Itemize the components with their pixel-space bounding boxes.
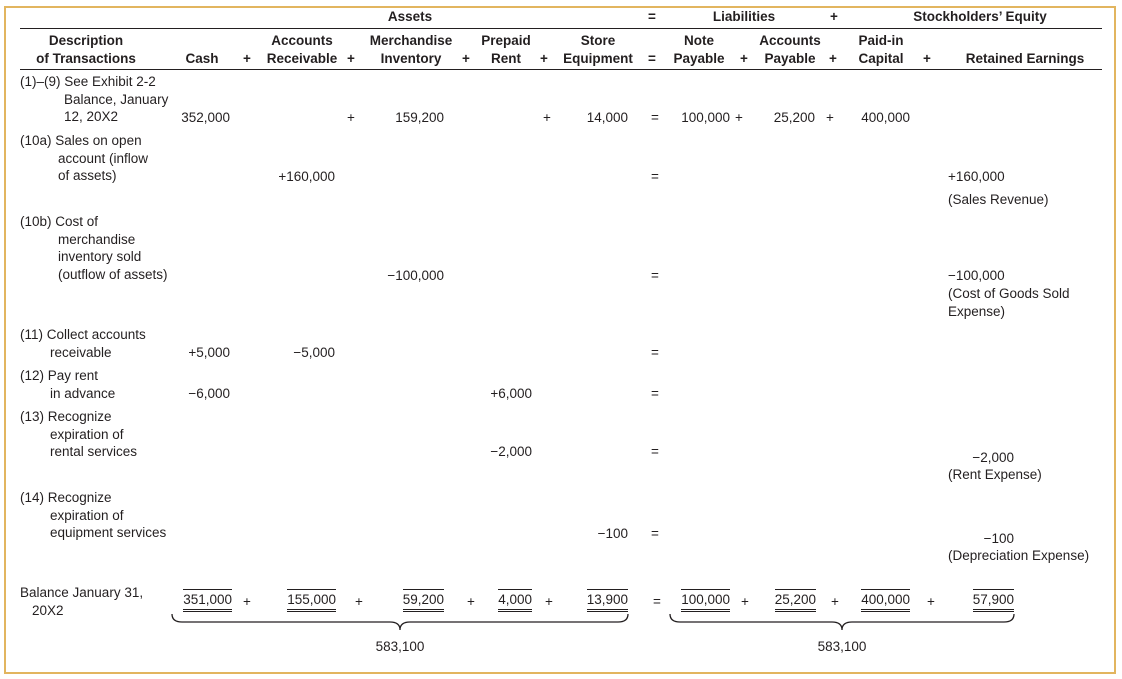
col-description-header: Description of Transactions <box>36 33 136 66</box>
col-inventory-header: Merchandise Inventory <box>369 33 453 66</box>
sign-equals: = <box>651 169 659 184</box>
row-description: (13) Recognize expiration of rental serv… <box>20 409 138 459</box>
cell-retained-earnings: −100 <box>983 531 1014 546</box>
balance-retained-earnings: 57,900 <box>952 589 1014 612</box>
sign-plus: + <box>243 594 251 609</box>
cell-accounts-receivable: −5,000 <box>293 345 335 360</box>
balance-inventory: 59,200 <box>394 589 444 612</box>
equation-equals-top: = <box>648 9 656 24</box>
col-plus: + <box>347 51 355 66</box>
exhibit-frame <box>4 6 1116 674</box>
balance-paid-in-capital: 400,000 <box>850 589 910 612</box>
sign-plus: + <box>735 110 743 125</box>
col-equals: = <box>648 51 656 66</box>
sign-equals: = <box>651 526 659 541</box>
sign-plus: + <box>741 594 749 609</box>
col-ar-header: Accounts Receivable <box>266 33 338 66</box>
balance-description: Balance January 31, 20X2 <box>20 585 144 618</box>
col-plus: + <box>243 51 251 66</box>
col-paid-in-capital-header: Paid-in Capital <box>858 33 904 66</box>
sign-plus: + <box>831 594 839 609</box>
sign-plus: + <box>355 594 363 609</box>
cell-note-payable: 100,000 <box>681 110 730 125</box>
assets-total: 583,100 <box>375 639 425 654</box>
cell-cash: 352,000 <box>181 110 230 125</box>
sign-equals: = <box>651 110 659 125</box>
row-description: (10b) Cost of merchandise inventory sold… <box>20 214 168 282</box>
col-plus: + <box>923 51 931 66</box>
cell-paid-in-capital: 400,000 <box>861 110 910 125</box>
col-store-equipment-header: Store Equipment <box>563 33 633 66</box>
row-description: (11) Collect accounts receivable <box>20 327 146 360</box>
balance-store-equipment: 13,900 <box>576 589 628 612</box>
re-note: (Depreciation Expense) <box>948 548 1090 563</box>
sign-equals: = <box>651 444 659 459</box>
assets-brace <box>171 613 629 631</box>
equity-header: Stockholders’ Equity <box>913 9 1047 24</box>
balance-accounts-receivable: 155,000 <box>276 589 336 612</box>
sign-equals: = <box>651 268 659 283</box>
header-rule-top <box>20 28 1102 29</box>
liabilities-header: Liabilities <box>712 9 776 24</box>
sign-plus: + <box>467 594 475 609</box>
row-description: (10a) Sales on open account (inflow of a… <box>20 133 149 183</box>
sign-plus: + <box>543 110 551 125</box>
cell-inventory: 159,200 <box>395 110 444 125</box>
cell-accounts-receivable: +160,000 <box>278 169 335 184</box>
assets-header: Assets <box>387 9 433 24</box>
cell-prepaid-rent: +6,000 <box>490 386 532 401</box>
sign-equals: = <box>653 594 661 609</box>
cell-cash: −6,000 <box>188 386 230 401</box>
sign-equals: = <box>651 386 659 401</box>
sign-equals: = <box>651 345 659 360</box>
re-note: (Rent Expense) <box>948 467 1042 482</box>
re-note: (Cost of Goods Sold Expense) <box>948 286 1070 319</box>
sign-plus: + <box>927 594 935 609</box>
sign-plus: + <box>545 594 553 609</box>
balance-cash: 351,000 <box>172 589 232 612</box>
liabilities-equity-total: 583,100 <box>817 639 867 654</box>
col-cash-header: Cash <box>185 51 219 66</box>
sign-plus: + <box>347 110 355 125</box>
header-rule-bottom <box>20 69 1102 70</box>
cell-cash: +5,000 <box>188 345 230 360</box>
cell-retained-earnings: +160,000 <box>948 169 1005 184</box>
sign-plus: + <box>826 110 834 125</box>
cell-accounts-payable: 25,200 <box>773 110 815 125</box>
cell-retained-earnings: −2,000 <box>972 450 1014 465</box>
col-plus: + <box>462 51 470 66</box>
balance-accounts-payable: 25,200 <box>764 589 816 612</box>
cell-store-equipment: −100 <box>597 526 628 541</box>
cell-store-equipment: 14,000 <box>586 110 628 125</box>
liabilities-equity-brace <box>669 613 1015 631</box>
cell-prepaid-rent: −2,000 <box>490 444 532 459</box>
col-prepaid-rent-header: Prepaid Rent <box>481 33 531 66</box>
col-plus: + <box>829 51 837 66</box>
row-description: (1)–(9) See Exhibit 2-2 Balance, January… <box>20 74 169 124</box>
row-description: (14) Recognize expiration of equipment s… <box>20 490 167 540</box>
col-note-payable-header: Note Payable <box>673 33 725 66</box>
row-description: (12) Pay rent in advance <box>20 368 116 401</box>
col-accounts-payable-header: Accounts Payable <box>759 33 821 66</box>
balance-note-payable: 100,000 <box>670 589 730 612</box>
col-plus: + <box>740 51 748 66</box>
cell-retained-earnings: −100,000 <box>948 268 1005 283</box>
col-retained-earnings-header: Retained Earnings <box>965 51 1085 66</box>
col-plus: + <box>540 51 548 66</box>
balance-prepaid-rent: 4,000 <box>490 589 532 612</box>
equation-plus-top: + <box>830 9 838 24</box>
cell-inventory: −100,000 <box>387 268 444 283</box>
re-note: (Sales Revenue) <box>948 192 1049 207</box>
